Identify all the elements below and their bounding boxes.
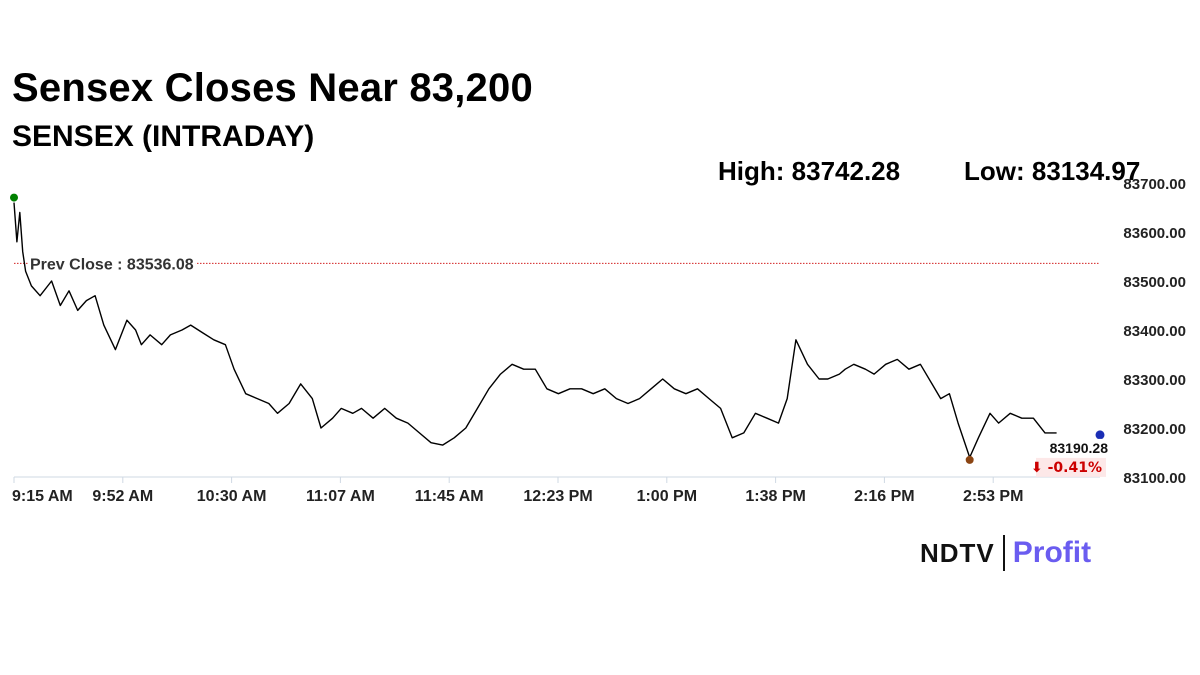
x-tick-label: 11:45 AM bbox=[415, 488, 484, 505]
y-tick-label: 83300.00 bbox=[1123, 372, 1186, 389]
y-tick-label: 83200.00 bbox=[1123, 421, 1186, 438]
y-tick-label: 83400.00 bbox=[1123, 323, 1186, 340]
y-tick-label: 83500.00 bbox=[1123, 274, 1186, 291]
chart-title: Sensex Closes Near 83,200 bbox=[12, 66, 533, 110]
y-tick-label: 83600.00 bbox=[1123, 225, 1186, 242]
series-line-sensex bbox=[13, 202, 1057, 459]
low-value: Low: 83134.97 bbox=[964, 156, 1141, 186]
x-tick-label: 2:16 PM bbox=[854, 488, 914, 505]
prev-close-label: Prev Close : 83536.08 bbox=[30, 256, 194, 273]
x-tick-label: 2:53 PM bbox=[963, 488, 1023, 505]
last-value-label: 83190.28 bbox=[1050, 440, 1109, 456]
x-tick-label: 1:38 PM bbox=[745, 488, 805, 505]
chart-subtitle: SENSEX (INTRADAY) bbox=[12, 120, 315, 153]
change-background bbox=[1036, 457, 1106, 477]
x-tick-label: 9:52 AM bbox=[92, 488, 153, 505]
logo-profit-text: Profit bbox=[1012, 536, 1092, 569]
low-marker bbox=[965, 455, 974, 464]
open-marker bbox=[10, 193, 18, 202]
logo-divider bbox=[1002, 535, 1005, 571]
change-label: ⬇ -0.41% bbox=[1031, 460, 1102, 476]
logo-ndtv-text: NDTV bbox=[920, 537, 995, 568]
x-axis: 9:15 AM 9:52 AM 10:30 AM 11:07 AM 11:45 AM 12… bbox=[12, 476, 1100, 505]
y-tick-label: 83100.00 bbox=[1123, 470, 1186, 487]
x-tick-label: 1:00 PM bbox=[637, 488, 697, 505]
x-tick-label: 9:15 AM bbox=[12, 488, 73, 505]
x-tick-label: 12:23 PM bbox=[523, 488, 592, 505]
ndtv-profit-logo: NDTV Profit bbox=[920, 533, 1091, 573]
y-axis: 83700.00 83600.00 83500.00 83400.00 83300.00… bbox=[1123, 176, 1186, 487]
last-value-marker bbox=[1095, 430, 1105, 440]
y-tick-label: 83700.00 bbox=[1123, 176, 1186, 193]
x-tick-label: 11:07 AM bbox=[306, 488, 375, 505]
last-value-background bbox=[1040, 438, 1110, 458]
high-value: High: 83742.28 bbox=[718, 156, 901, 186]
x-tick-label: 10:30 AM bbox=[197, 488, 267, 505]
